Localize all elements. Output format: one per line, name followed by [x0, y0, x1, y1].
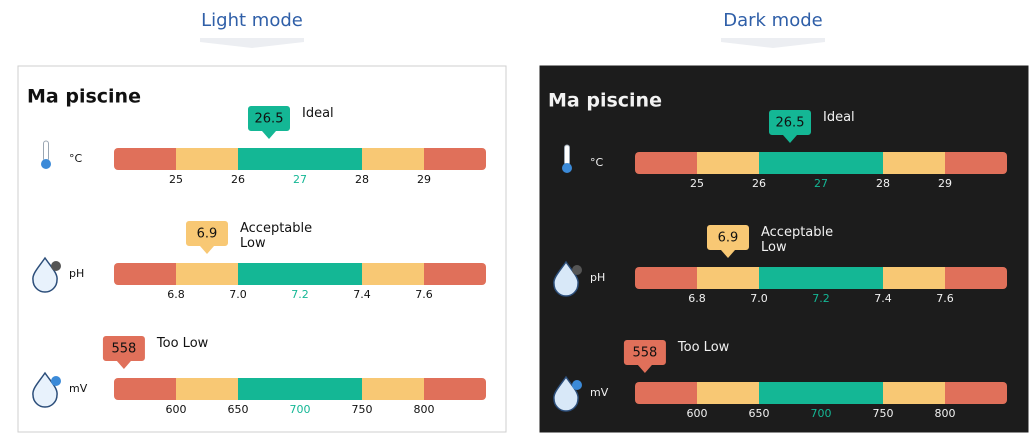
state-label: Ideal — [302, 106, 334, 121]
bar-segment — [362, 378, 424, 400]
tick-label: 700 — [290, 403, 311, 416]
unit: mV — [69, 382, 88, 395]
unit: °C — [69, 152, 83, 165]
state-label: Ideal — [823, 110, 855, 125]
bar-segment — [697, 152, 759, 174]
value-marker — [102, 336, 145, 369]
bar-segment — [176, 378, 238, 400]
unit: pH — [590, 271, 605, 284]
card-title: Ma piscine — [27, 86, 141, 108]
state-label: Acceptable Low — [240, 221, 313, 251]
icon — [43, 140, 49, 162]
bar-segment — [238, 263, 362, 285]
tick-label: 7.2 — [291, 288, 309, 301]
value-marker — [248, 106, 290, 139]
tick-label: 27 — [814, 177, 828, 190]
heading-arrow — [721, 38, 825, 48]
value-label: 6.9 — [718, 231, 739, 246]
value-label: 558 — [112, 342, 137, 357]
tick-label: 7.2 — [812, 292, 830, 305]
tick-label: 28 — [355, 173, 369, 186]
tick-label: 750 — [352, 403, 373, 416]
tick-label: 25 — [690, 177, 704, 190]
bar-segment — [362, 148, 424, 170]
icon — [572, 380, 582, 390]
tick-label: 7.0 — [229, 288, 247, 301]
tick-label: 800 — [414, 403, 435, 416]
icon — [562, 163, 572, 173]
icon — [51, 261, 61, 271]
value-marker — [623, 340, 666, 373]
tick-label: 7.4 — [874, 292, 892, 305]
bar-segment — [362, 263, 424, 285]
heading-arrow — [200, 38, 304, 48]
tick-label: 27 — [293, 173, 307, 186]
tick-label: 29 — [938, 177, 952, 190]
icon — [41, 159, 51, 169]
bar-segment — [176, 263, 238, 285]
icon — [564, 144, 570, 166]
state-label: Acceptable Low — [761, 225, 834, 255]
bar-segment — [238, 148, 362, 170]
tick-label: 25 — [169, 173, 183, 186]
bar-segment — [759, 152, 883, 174]
tick-label: 800 — [935, 407, 956, 420]
value-label: 558 — [633, 346, 658, 361]
tick-label: 6.8 — [167, 288, 185, 301]
bar-segment — [759, 267, 883, 289]
tick-label: 650 — [749, 407, 770, 420]
card-title: Ma piscine — [548, 90, 662, 112]
tick-label: 26 — [752, 177, 766, 190]
bar-segment — [176, 148, 238, 170]
bar-segment — [697, 267, 759, 289]
tick-label: 26 — [231, 173, 245, 186]
heading: Light mode — [201, 10, 303, 31]
icon — [51, 376, 61, 386]
bar-segment — [883, 152, 945, 174]
tick-label: 600 — [687, 407, 708, 420]
bar-segment — [697, 382, 759, 404]
tick-label: 7.4 — [353, 288, 371, 301]
value-marker — [769, 110, 811, 143]
tick-label: 28 — [876, 177, 890, 190]
unit: pH — [69, 267, 84, 280]
heading: Dark mode — [723, 10, 822, 31]
value-label: 26.5 — [776, 116, 805, 131]
tick-label: 7.6 — [415, 288, 433, 301]
unit: °C — [590, 156, 604, 169]
bar-segment — [238, 378, 362, 400]
tick-label: 700 — [811, 407, 832, 420]
value-label: 6.9 — [197, 227, 218, 242]
tick-label: 7.0 — [750, 292, 768, 305]
unit: mV — [590, 386, 609, 399]
tick-label: 600 — [166, 403, 187, 416]
tick-label: 650 — [228, 403, 249, 416]
value-label: 26.5 — [255, 112, 284, 127]
value-marker — [186, 221, 228, 254]
state-label: Too Low — [156, 336, 209, 351]
tick-label: 6.8 — [688, 292, 706, 305]
tick-label: 750 — [873, 407, 894, 420]
bar-segment — [883, 267, 945, 289]
value-marker — [707, 225, 749, 258]
tick-label: 7.6 — [936, 292, 954, 305]
state-label: Too Low — [677, 340, 730, 355]
bar-segment — [759, 382, 883, 404]
icon — [572, 265, 582, 275]
bar-segment — [883, 382, 945, 404]
tick-label: 29 — [417, 173, 431, 186]
